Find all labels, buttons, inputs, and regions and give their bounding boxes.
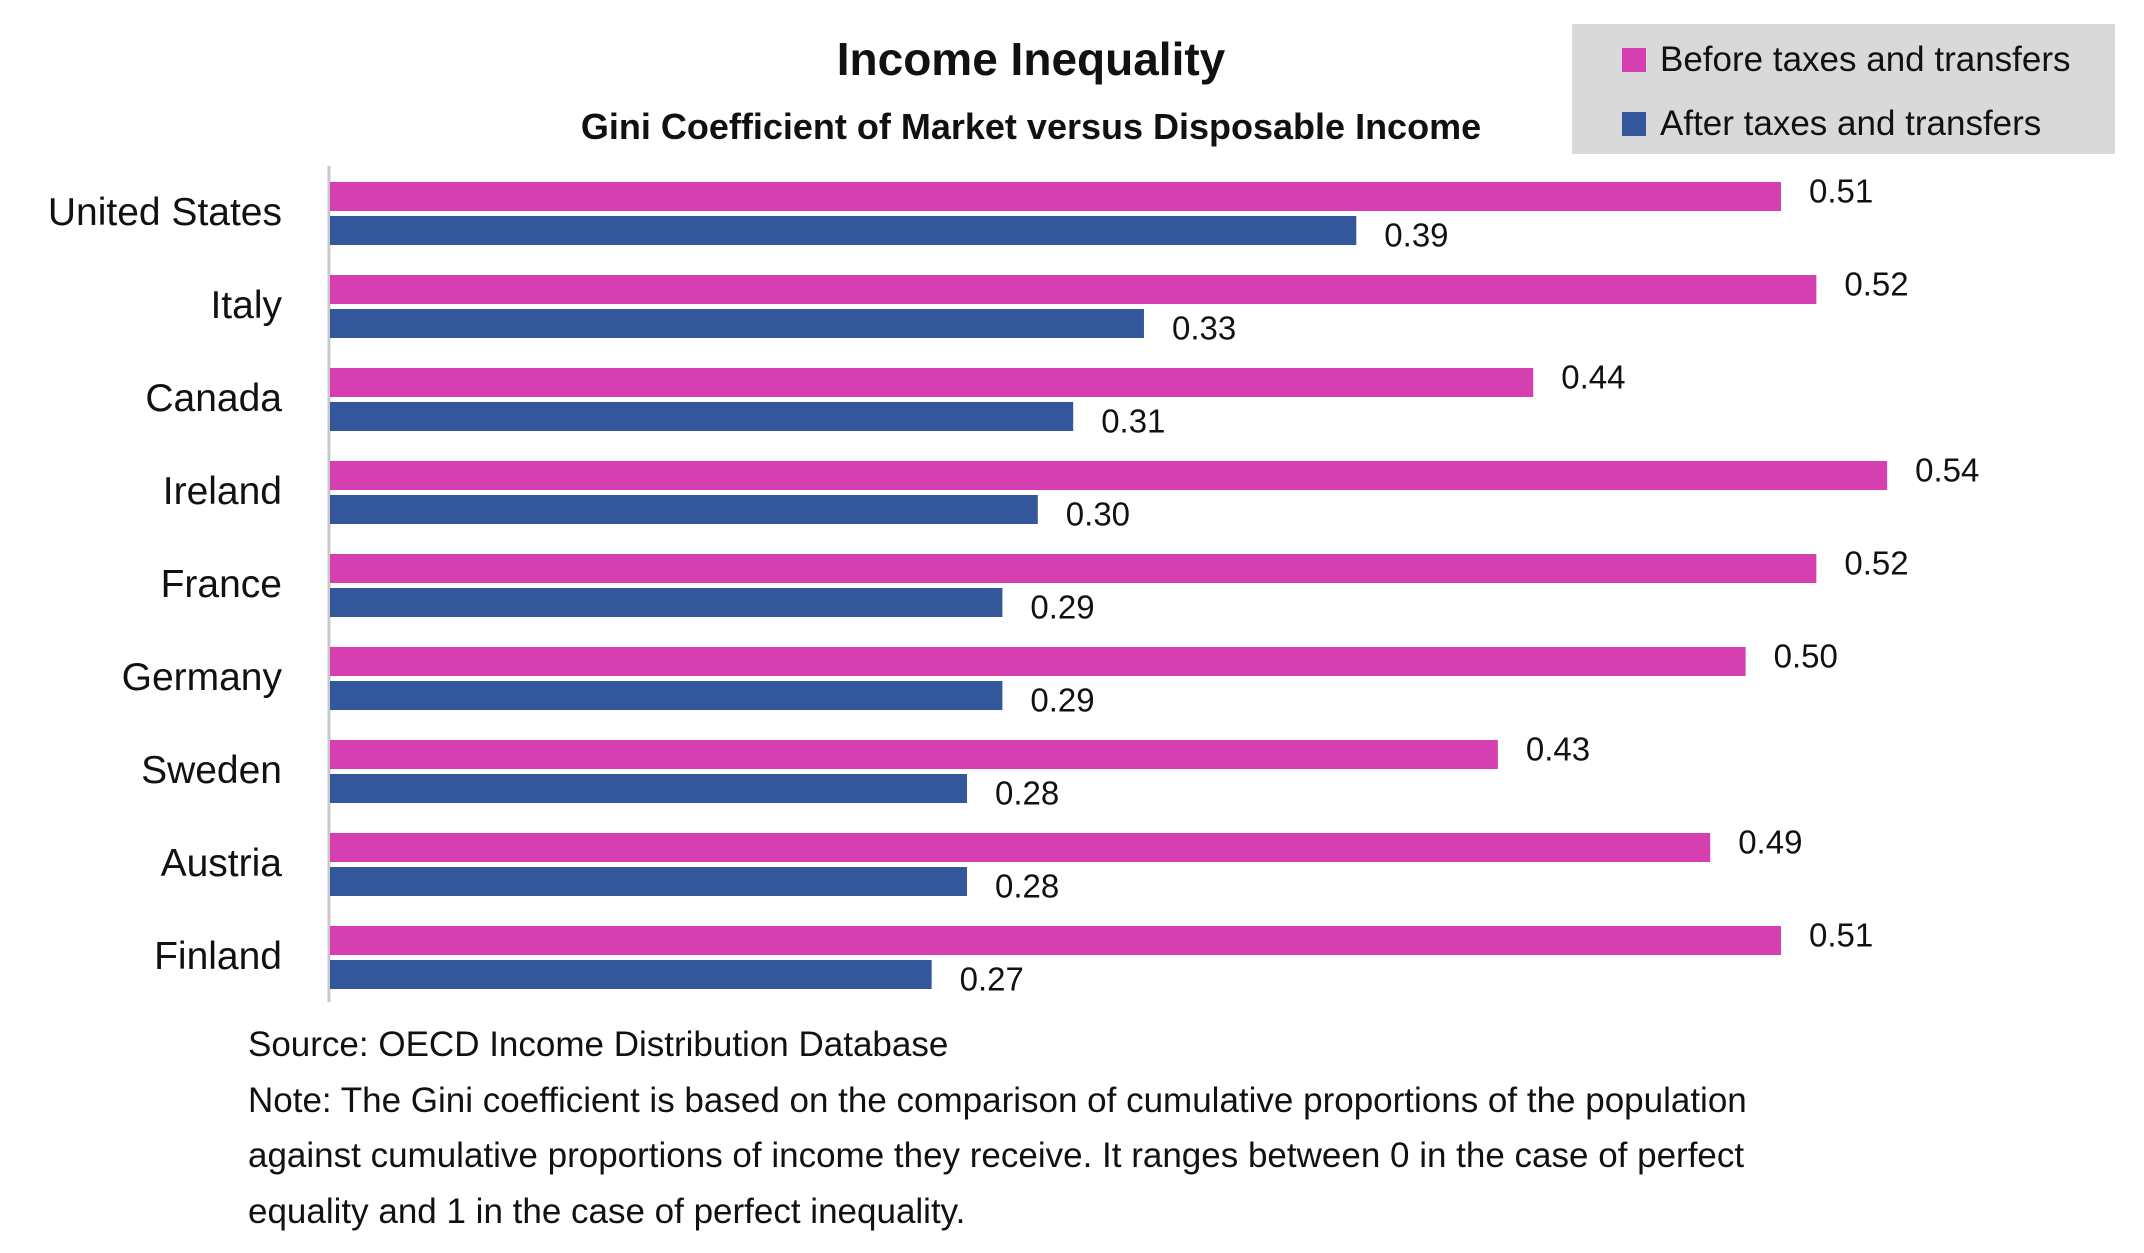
note-line-3: equality and 1 in the case of perfect in… (248, 1192, 966, 1231)
note-line-1: Note: The Gini coefficient is based on t… (248, 1081, 1747, 1120)
value-label: 0.52 (1844, 545, 1908, 582)
bar-before (330, 926, 1781, 955)
category-label: Italy (210, 284, 282, 327)
chart-subtitle: Gini Coefficient of Market versus Dispos… (580, 106, 1482, 147)
category-label: France (161, 563, 282, 606)
bar-after (330, 774, 968, 803)
bar-after (330, 495, 1038, 524)
value-label: 0.33 (1172, 310, 1236, 347)
bar-after (330, 309, 1144, 338)
bar-before (330, 368, 1534, 397)
bar-after (330, 681, 1003, 710)
legend-item-after: After taxes and transfers (1622, 104, 2041, 144)
value-label: 0.52 (1844, 266, 1908, 303)
value-label: 0.27 (960, 961, 1024, 998)
category-label: Germany (122, 656, 283, 699)
bar-before (330, 461, 1888, 490)
bar-before (330, 647, 1746, 676)
bar-before (330, 275, 1817, 304)
value-label: 0.43 (1526, 731, 1590, 768)
value-label: 0.51 (1809, 173, 1873, 210)
value-label: 0.31 (1101, 403, 1165, 440)
bar-after (330, 867, 968, 896)
value-label: 0.29 (1030, 589, 1094, 626)
value-label: 0.44 (1561, 359, 1625, 396)
source-text: Source: OECD Income Distribution Databas… (248, 1025, 949, 1064)
legend-item-before: Before taxes and transfers (1622, 40, 2071, 80)
value-label: 0.50 (1774, 638, 1838, 675)
bar-before (330, 554, 1817, 583)
value-label: 0.28 (995, 868, 1059, 905)
bar-before (330, 833, 1711, 862)
bar-after (330, 216, 1357, 245)
legend-label-before: Before taxes and transfers (1660, 40, 2071, 79)
bar-before (330, 740, 1498, 769)
value-label: 0.28 (995, 775, 1059, 812)
value-label: 0.54 (1915, 452, 1979, 489)
bar-before (330, 182, 1781, 211)
value-label: 0.29 (1030, 682, 1094, 719)
legend-swatch-after (1622, 112, 1646, 136)
category-label: Finland (154, 935, 282, 978)
value-label: 0.49 (1738, 824, 1802, 861)
value-label: 0.30 (1066, 496, 1130, 533)
category-label: United States (48, 191, 282, 234)
bar-after (330, 588, 1003, 617)
category-label: Canada (145, 377, 282, 420)
bar-after (330, 402, 1074, 431)
value-label: 0.39 (1384, 217, 1448, 254)
legend: Before taxes and transfers After taxes a… (1572, 24, 2115, 154)
category-label: Ireland (163, 470, 282, 513)
category-label: Sweden (141, 749, 282, 792)
legend-swatch-before (1622, 48, 1646, 72)
chart-title: Income Inequality (836, 33, 1226, 85)
legend-label-after: After taxes and transfers (1660, 104, 2042, 143)
category-label: Austria (161, 842, 283, 885)
bar-after (330, 960, 932, 989)
note-line-2: against cumulative proportions of income… (248, 1136, 1745, 1175)
value-label: 0.51 (1809, 917, 1873, 954)
